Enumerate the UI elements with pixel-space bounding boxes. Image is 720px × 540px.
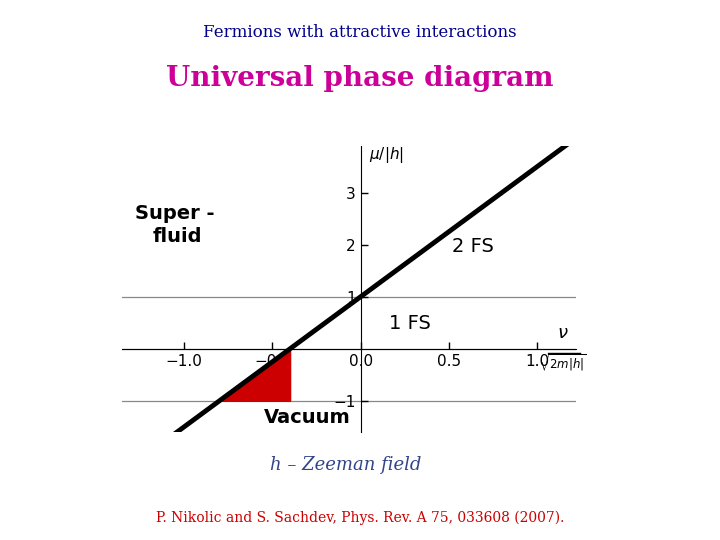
Text: h – Zeeman field: h – Zeeman field — [270, 456, 421, 474]
Text: 2 FS: 2 FS — [452, 238, 495, 256]
Text: $\mu/|h|$: $\mu/|h|$ — [369, 145, 405, 165]
Text: $\sqrt{2m|h|}$: $\sqrt{2m|h|}$ — [539, 353, 587, 374]
Text: $\nu$: $\nu$ — [557, 325, 569, 342]
Text: Vacuum: Vacuum — [264, 408, 351, 427]
Text: P. Nikolic and S. Sachdev, Phys. Rev. A 75, 033608 (2007).: P. Nikolic and S. Sachdev, Phys. Rev. A … — [156, 510, 564, 525]
Text: Universal phase diagram: Universal phase diagram — [166, 65, 554, 92]
Text: Super -: Super - — [135, 204, 215, 222]
Text: 1 FS: 1 FS — [389, 314, 431, 333]
Text: Fermions with attractive interactions: Fermions with attractive interactions — [203, 24, 517, 41]
Text: fluid: fluid — [153, 227, 202, 246]
